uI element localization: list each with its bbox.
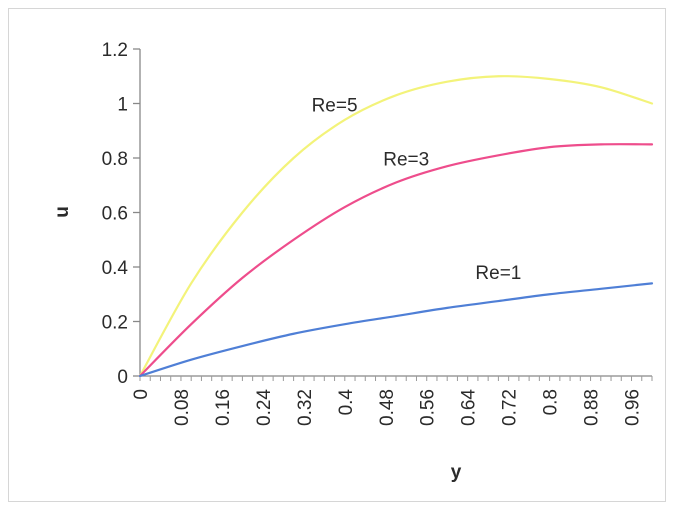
y-tick-label: 0.4 (102, 258, 129, 279)
y-tick-label: 0.8 (102, 149, 128, 170)
series-layer (138, 75, 654, 378)
x-tick-label: 0.32 (295, 389, 316, 426)
labels-layer: Re=5 Re=3 Re=1 (312, 95, 522, 284)
x-tick-label: 0.96 (623, 389, 644, 426)
x-tick-label: 0.16 (213, 389, 234, 426)
x-axis-title: y (451, 462, 462, 483)
y-tick-label: 0 (117, 367, 128, 388)
series-label: Re=1 (475, 263, 521, 284)
x-tick-label: 0.56 (418, 389, 439, 426)
x-tick-label: 0.08 (172, 389, 193, 426)
x-tick-label: 0.8 (541, 389, 562, 415)
y-tick-label: 1 (117, 95, 128, 116)
series-line-re-3 (138, 143, 654, 378)
x-tick-label: 0.4 (336, 389, 357, 416)
y-axis-title: u (52, 206, 73, 218)
series-label: Re=3 (383, 149, 429, 170)
series-line-re-5 (138, 75, 654, 378)
y-tick-label: 0.6 (102, 204, 128, 225)
x-tick-label: 0 (131, 389, 152, 400)
series-label: Re=5 (312, 95, 358, 116)
axes: 0 0.2 0.4 0.6 0.8 1 1.2 0 0.08 0.16 0.24 0.32 0.4 0.4… (52, 40, 653, 483)
x-tick-label: 0.24 (254, 389, 275, 426)
x-tick-label: 0.88 (582, 389, 603, 426)
chart-frame (8, 8, 666, 502)
y-tick-label: 0.2 (102, 313, 128, 334)
x-tick-label: 0.72 (500, 389, 521, 426)
x-tick-label: 0.48 (377, 389, 398, 426)
x-tick-label: 0.64 (459, 389, 480, 426)
series-line-re-1 (138, 282, 654, 378)
y-tick-label: 1.2 (102, 40, 128, 61)
